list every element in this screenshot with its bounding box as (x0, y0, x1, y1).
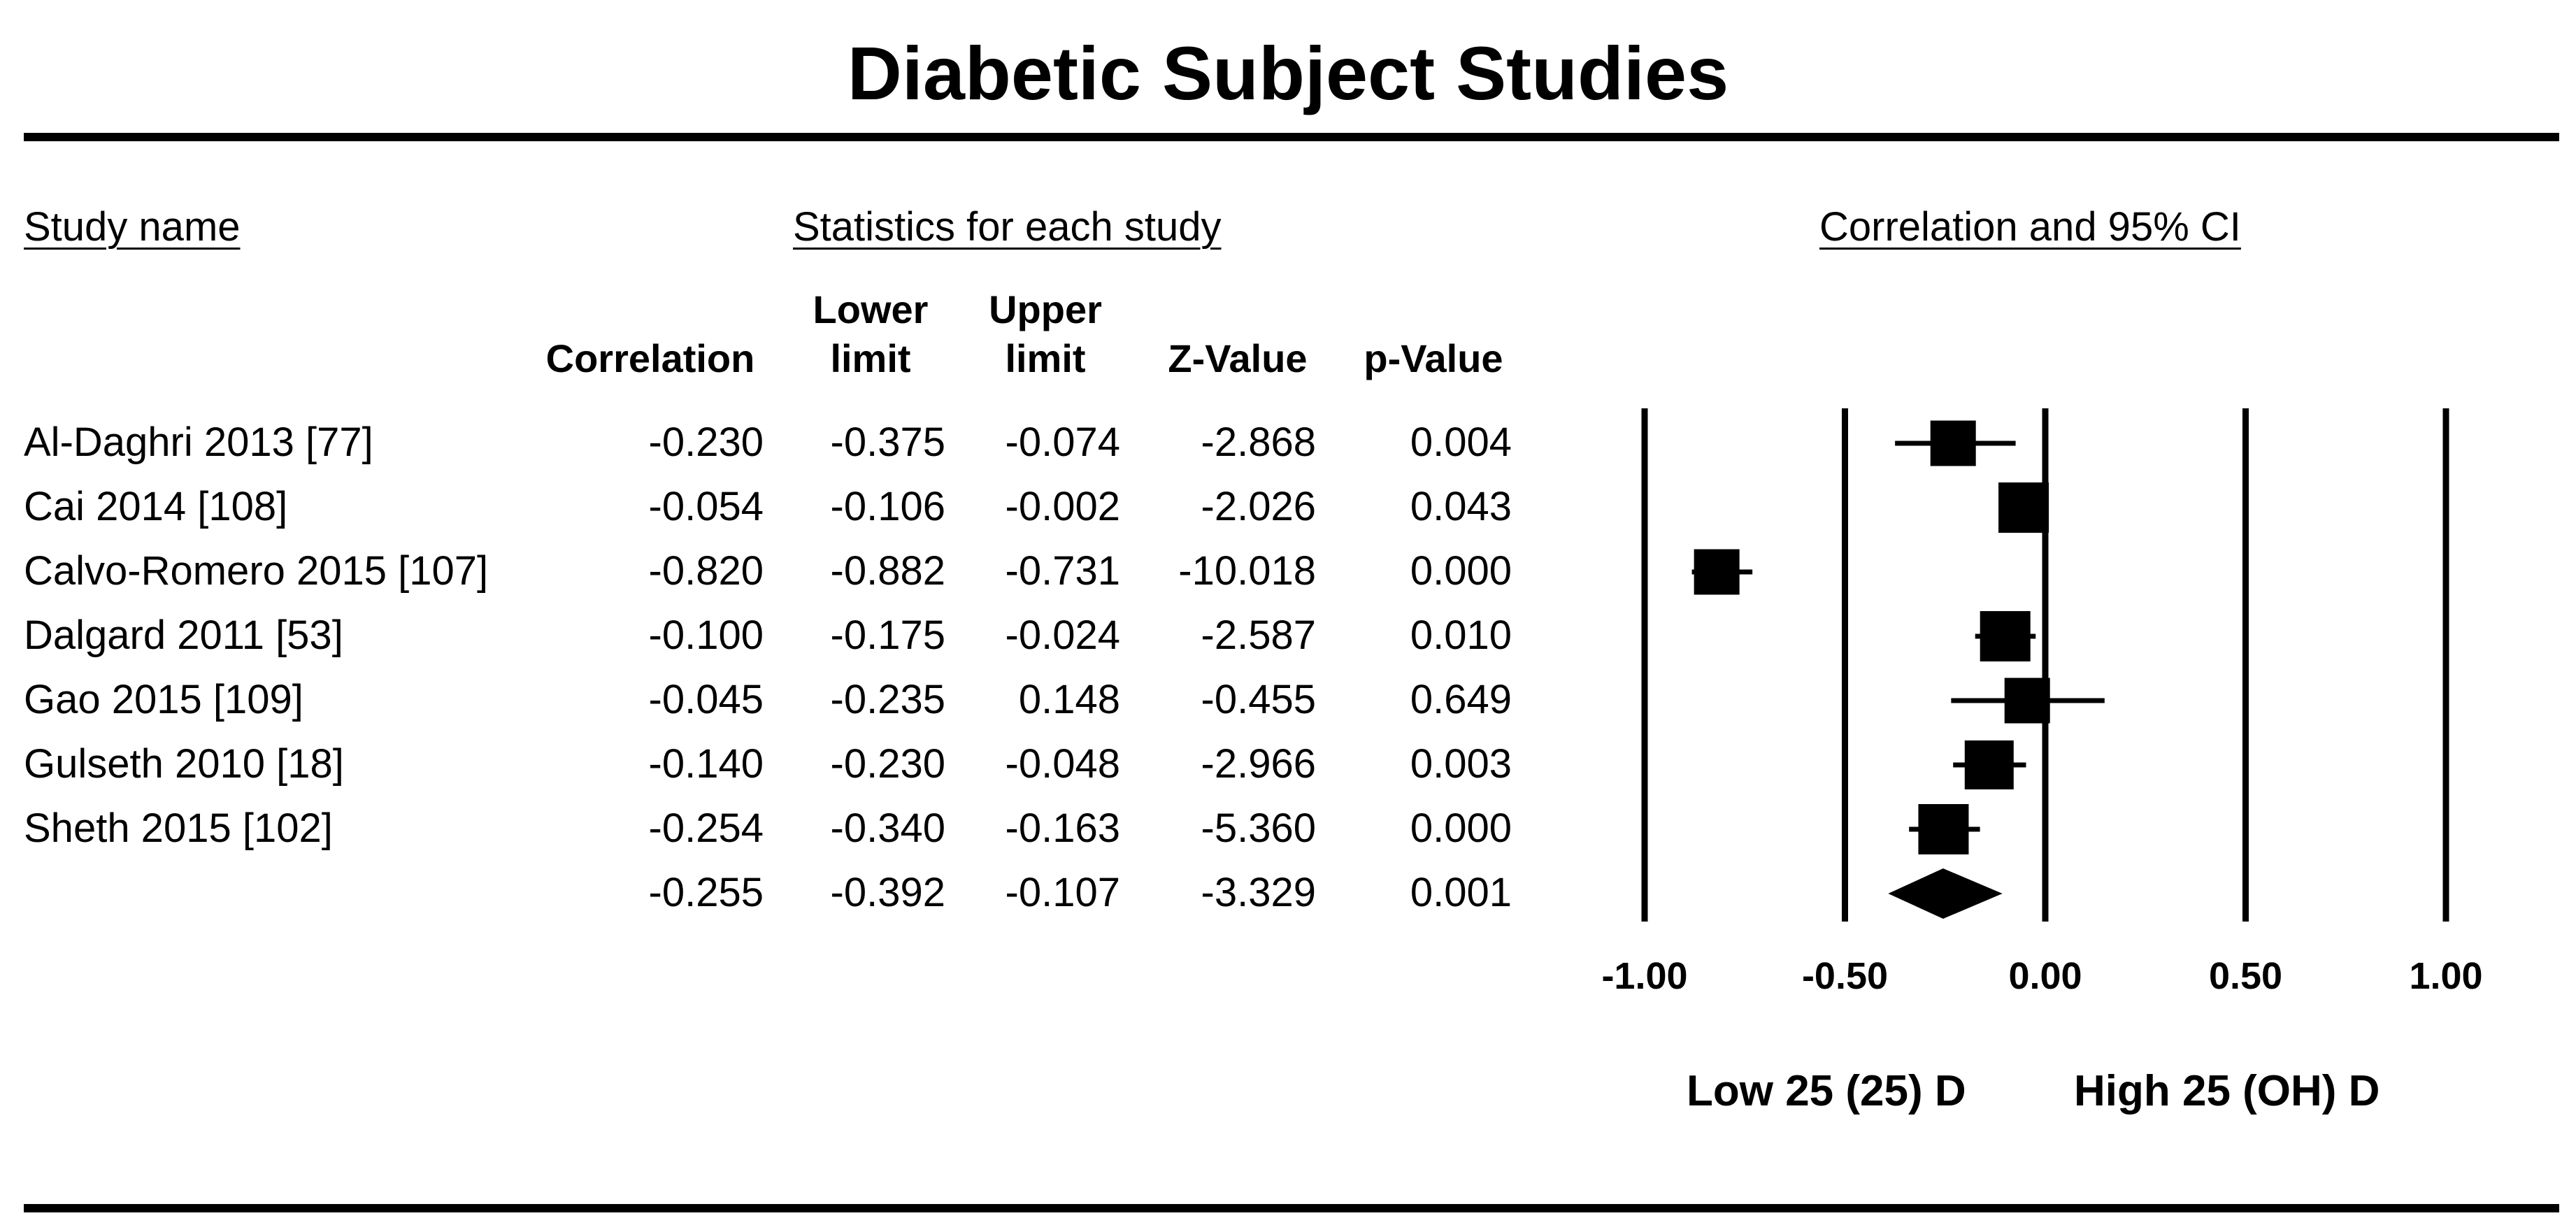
x-tick-label: -1.00 (1601, 955, 1687, 997)
study-name: Al-Daghri 2013 [77] (24, 420, 373, 465)
upper-limit-value: -0.731 (1005, 548, 1120, 594)
effect-marker (1980, 611, 2031, 661)
z-value: -10.018 (1178, 548, 1316, 594)
col-lower-line1: Lower (813, 287, 929, 331)
col-correlation: Correlation (545, 336, 755, 380)
effect-marker (1998, 482, 2049, 533)
lower-limit-value: -0.375 (830, 420, 945, 465)
x-tick-label: 0.00 (2008, 955, 2082, 997)
lower-limit-value: -0.106 (830, 484, 945, 529)
correlation-value: -0.140 (648, 741, 764, 787)
upper-limit-value: -0.074 (1005, 420, 1120, 465)
correlation-value: -0.054 (648, 484, 764, 529)
z-value: -5.360 (1201, 805, 1316, 851)
p-value: 0.043 (1410, 484, 1512, 529)
z-value: -0.455 (1201, 677, 1316, 722)
study-name: Dalgard 2011 [53] (24, 612, 343, 658)
effect-marker (1930, 420, 1976, 466)
p-value: 0.000 (1410, 805, 1512, 851)
x-tick-label: 1.00 (2409, 955, 2482, 997)
z-value: -2.966 (1201, 741, 1316, 787)
col-z-value: Z-Value (1168, 336, 1308, 380)
effect-marker (1964, 740, 2014, 789)
col-lower-line2: limit (830, 336, 911, 380)
study-name: Cai 2014 [108] (24, 484, 288, 529)
z-value: -3.329 (1201, 870, 1316, 915)
p-value: 0.004 (1410, 420, 1512, 465)
top-rule (24, 133, 2559, 141)
correlation-value: -0.255 (648, 870, 764, 915)
lower-limit-value: -0.175 (830, 612, 945, 658)
p-value: 0.649 (1410, 677, 1512, 722)
z-value: -2.587 (1201, 612, 1316, 658)
x-tick-label: 0.50 (2209, 955, 2282, 997)
correlation-value: -0.100 (648, 612, 764, 658)
correlation-value: -0.254 (648, 805, 764, 851)
col-upper-line2: limit (1005, 336, 1086, 380)
ci-header: Correlation and 95% CI (1819, 204, 2241, 250)
upper-limit-value: -0.002 (1005, 484, 1120, 529)
lower-limit-value: -0.340 (830, 805, 945, 851)
study-name: Gao 2015 [109] (24, 677, 303, 722)
correlation-value: -0.820 (648, 548, 764, 594)
study-name: Sheth 2015 [102] (24, 805, 333, 851)
col-upper-line1: Upper (989, 287, 1102, 331)
statistics-header: Statistics for each study (793, 204, 1222, 250)
p-value: 0.010 (1410, 612, 1512, 658)
x-tick-label: -0.50 (1802, 955, 1888, 997)
bottom-rule (24, 1204, 2559, 1212)
z-value: -2.868 (1201, 420, 1316, 465)
study-name: Gulseth 2010 [18] (24, 741, 344, 787)
lower-limit-value: -0.230 (830, 741, 945, 787)
lower-limit-value: -0.392 (830, 870, 945, 915)
effect-marker (1694, 549, 1740, 595)
correlation-value: -0.045 (648, 677, 764, 722)
upper-limit-value: -0.024 (1005, 612, 1120, 658)
p-value: 0.003 (1410, 741, 1512, 787)
summary-diamond (1888, 868, 2003, 919)
effect-marker (1918, 804, 1969, 854)
p-value: 0.000 (1410, 548, 1512, 594)
lower-limit-value: -0.882 (830, 548, 945, 594)
upper-limit-value: -0.163 (1005, 805, 1120, 851)
effect-marker (2004, 678, 2050, 724)
study-name-header: Study name (24, 204, 241, 250)
z-value: -2.026 (1201, 484, 1316, 529)
upper-limit-value: -0.107 (1005, 870, 1120, 915)
p-value: 0.001 (1410, 870, 1512, 915)
direction-label-high: High 25 (OH) D (2074, 1067, 2380, 1115)
chart-title: Diabetic Subject Studies (847, 31, 1729, 115)
lower-limit-value: -0.235 (830, 677, 945, 722)
upper-limit-value: 0.148 (1018, 677, 1120, 722)
correlation-value: -0.230 (648, 420, 764, 465)
study-name: Calvo-Romero 2015 [107] (24, 548, 489, 594)
col-p-value: p-Value (1364, 336, 1503, 380)
direction-label-low: Low 25 (25) D (1687, 1067, 1966, 1115)
upper-limit-value: -0.048 (1005, 741, 1120, 787)
